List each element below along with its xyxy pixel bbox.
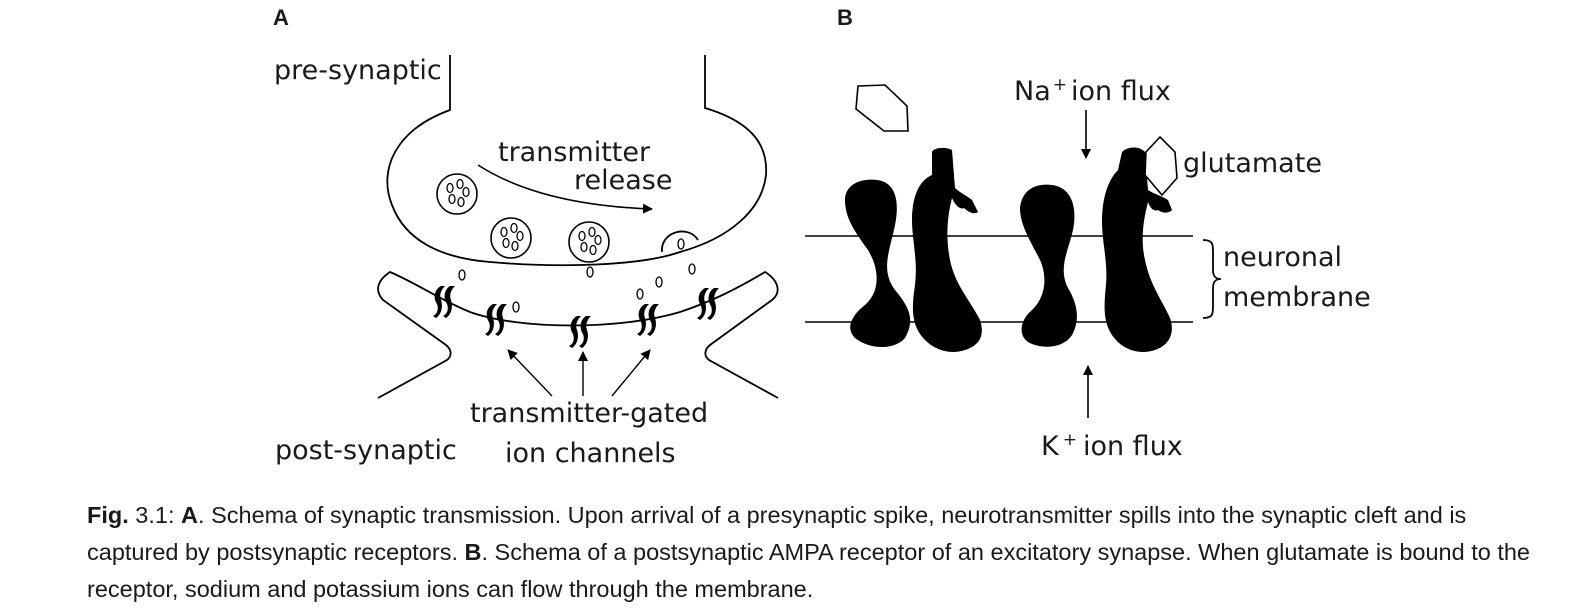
caption-a-label: A xyxy=(181,502,199,528)
release-arrow xyxy=(477,164,653,214)
figure-caption: Fig. 3.1: A. Schema of synaptic transmis… xyxy=(87,497,1557,608)
neuronal-label: neuronal xyxy=(1223,242,1342,273)
panel-a-letter: A xyxy=(273,5,289,30)
caption-fig-label: Fig. xyxy=(87,502,129,528)
fusing-vesicle xyxy=(661,230,699,253)
panel-b-letter: B xyxy=(837,5,853,30)
pre-synaptic-label: pre-synaptic xyxy=(274,55,442,86)
ion-channel xyxy=(569,316,591,348)
caption-fig-number: 3.1: xyxy=(128,502,182,528)
transmitter-gated-label: transmitter-gated xyxy=(470,398,708,429)
glutamate-label: glutamate xyxy=(1183,148,1322,179)
ion-channel xyxy=(697,288,719,320)
membrane-label: membrane xyxy=(1223,282,1371,313)
k-symbol: K xyxy=(1041,431,1060,462)
channel-pointers xyxy=(507,349,651,397)
figure: A xyxy=(273,5,1371,469)
k-charge: + xyxy=(1063,430,1077,450)
released-transmitter xyxy=(677,238,685,250)
cleft-transmitters xyxy=(458,263,696,313)
receptor-subunit xyxy=(1102,147,1172,352)
na-charge: + xyxy=(1053,75,1067,95)
receptor-subunit xyxy=(912,147,982,352)
ion-channels-label: ion channels xyxy=(505,438,676,469)
ampa-receptor xyxy=(845,147,1172,352)
na-flux-text: ion flux xyxy=(1071,76,1171,107)
transmitter-label: transmitter xyxy=(498,137,651,168)
caption-b-label: B xyxy=(464,539,482,565)
ion-channel xyxy=(433,286,455,318)
caption-a-text: . Schema of synaptic transmission. Upon … xyxy=(87,502,1467,565)
glutamate-bound xyxy=(1144,135,1178,197)
vesicle xyxy=(568,221,610,263)
presynaptic-terminal xyxy=(386,55,767,267)
k-flux-text: ion flux xyxy=(1083,431,1183,462)
post-synaptic-label: post-synaptic xyxy=(275,435,457,466)
na-symbol: Na xyxy=(1014,76,1051,107)
panel-b: B Na + ion flux glutamate neuronal membran… xyxy=(805,5,1371,462)
release-label: release xyxy=(574,165,672,196)
receptor-subunit xyxy=(1020,184,1077,347)
vesicle xyxy=(436,173,478,215)
panel-a: A xyxy=(273,5,779,469)
caption-b-text: . Schema of a postsynaptic AMPA receptor… xyxy=(87,539,1531,602)
na-ion-label: Na + ion flux xyxy=(1014,75,1171,107)
vesicle xyxy=(490,217,532,259)
receptor-subunit xyxy=(845,179,911,347)
k-ion-label: K + ion flux xyxy=(1041,430,1183,462)
membrane-brace xyxy=(1202,239,1222,319)
glutamate-free xyxy=(855,84,909,132)
